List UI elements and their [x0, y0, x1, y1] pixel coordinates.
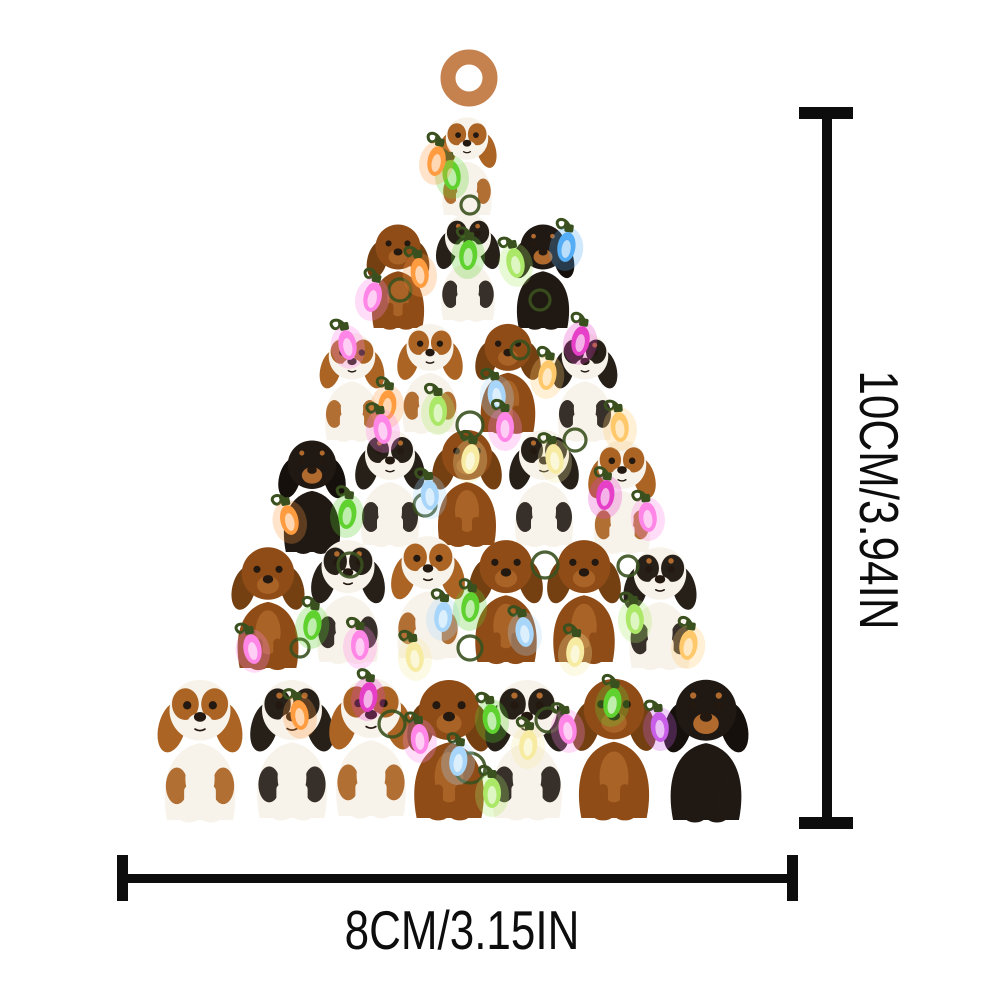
string-light-bulb — [295, 595, 330, 649]
string-light-bulb — [451, 226, 486, 279]
garland-cord-curl — [387, 277, 413, 303]
string-light-bulb — [397, 629, 432, 681]
string-light-bulb — [402, 245, 437, 297]
string-light-bulb — [558, 623, 593, 676]
garland-cord-curl — [528, 288, 552, 312]
garland-cord-curl — [289, 637, 311, 659]
height-dimension-label: 10CM/3.94IN — [848, 370, 910, 630]
string-light-bulb — [671, 615, 706, 669]
string-light-bulb — [421, 382, 455, 435]
string-light-bulb — [282, 688, 317, 739]
dog-ruby — [469, 540, 543, 665]
string-light-bulb — [329, 318, 365, 369]
string-light-bulb — [270, 494, 308, 544]
string-light-bulb — [453, 429, 488, 483]
string-light-bulb — [474, 691, 509, 743]
string-light-bulb — [351, 668, 386, 721]
string-light-bulb — [588, 466, 623, 519]
height-dimension-line — [822, 112, 832, 824]
string-light-bulb — [530, 345, 565, 399]
hanging-ring — [440, 49, 498, 107]
dog-black_tan — [278, 440, 346, 554]
width-dimension-right-cap — [787, 855, 798, 901]
width-dimension-line — [122, 874, 794, 883]
garland-cord-curl — [530, 550, 560, 580]
dog-blenheim — [157, 679, 243, 823]
string-light-bulb — [630, 489, 665, 541]
string-light-bulb — [419, 131, 454, 185]
dog-black_tan — [663, 679, 749, 823]
string-light-bulb — [549, 217, 584, 271]
dog-tricolor — [485, 680, 569, 821]
dog-ruby — [366, 224, 430, 330]
garland-cord-curl — [509, 339, 531, 361]
width-dimension-label: 8CM/3.15IN — [344, 899, 580, 961]
string-light-bulb — [507, 605, 542, 656]
string-light-bulb — [617, 591, 652, 643]
string-light-bulb — [511, 716, 546, 769]
string-light-bulb — [343, 616, 377, 669]
dog-tricolor — [552, 333, 618, 442]
string-light-bulb — [497, 236, 533, 287]
string-light-bulb — [602, 399, 637, 451]
string-light-bulb — [402, 711, 437, 763]
string-light-bulb — [234, 622, 270, 673]
garland-cord-curl — [377, 709, 407, 739]
garland-cord-curl — [562, 427, 588, 453]
string-light-bulb — [426, 588, 461, 641]
string-light-bulb — [354, 267, 390, 321]
string-light-bulb — [488, 398, 522, 451]
dog-tricolor — [250, 680, 334, 821]
garland-cord-curl — [459, 194, 481, 216]
string-light-bulb — [441, 732, 476, 785]
string-light-bulb — [330, 485, 365, 538]
string-light-bulb — [537, 432, 572, 483]
string-light-bulb — [475, 764, 509, 817]
garland-cord-curl — [336, 551, 364, 579]
string-light-bulb — [642, 699, 677, 751]
string-light-bulb — [550, 702, 585, 753]
dog-blenheim — [329, 678, 413, 819]
string-light-bulb — [453, 578, 488, 631]
string-light-bulb — [563, 311, 598, 365]
garland-cord-curl — [616, 554, 640, 578]
string-light-bulb — [412, 467, 447, 519]
string-light-bulb — [365, 402, 400, 453]
string-light-bulb — [595, 673, 630, 727]
height-dimension-bottom-cap — [799, 817, 853, 829]
garland-cord-curl — [456, 634, 484, 662]
